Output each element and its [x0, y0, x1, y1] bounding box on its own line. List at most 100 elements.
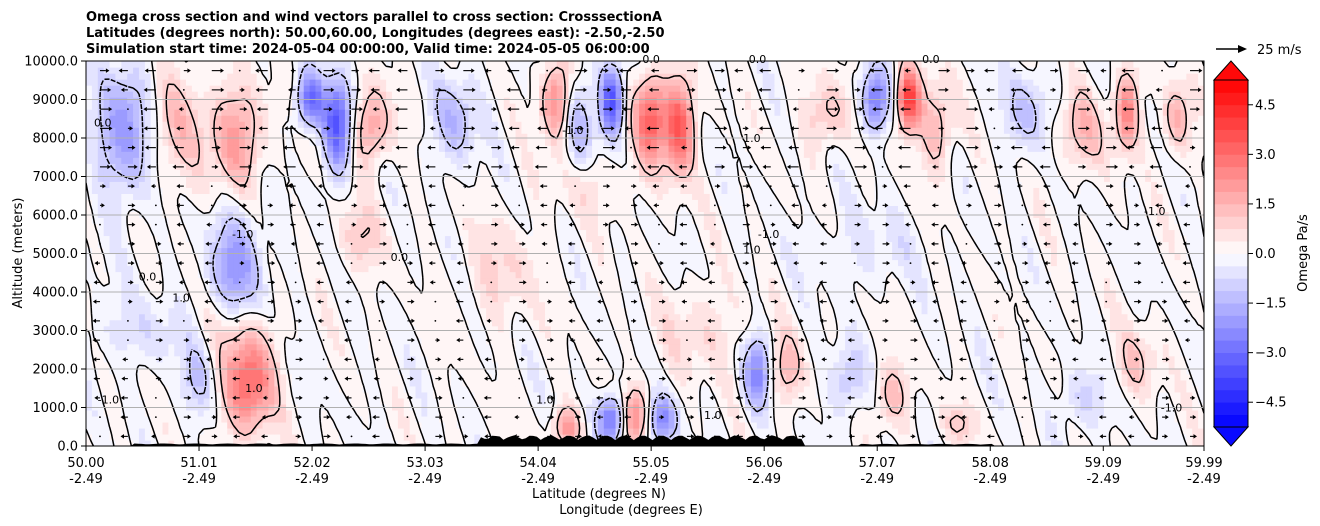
- field-cell: [709, 337, 717, 345]
- field-cell: [391, 427, 399, 435]
- field-cell: [933, 355, 940, 363]
- field-cell: [180, 373, 187, 381]
- field-cell: [1092, 367, 1099, 375]
- field-cell: [291, 409, 299, 417]
- field-cell: [1180, 421, 1187, 429]
- field-cell: [391, 319, 399, 327]
- field-cell: [586, 421, 593, 429]
- field-cell: [1198, 307, 1204, 315]
- field-cell: [197, 379, 205, 387]
- field-cell: [250, 367, 258, 375]
- field-cell: [397, 367, 405, 375]
- field-cell: [609, 355, 617, 363]
- field-cell: [1033, 289, 1040, 297]
- field-cell: [415, 385, 422, 393]
- field-cell: [280, 415, 287, 423]
- field-cell: [150, 355, 158, 363]
- field-cell: [839, 343, 846, 351]
- field-cell: [256, 409, 264, 417]
- field-cell: [968, 397, 976, 405]
- field-cell: [880, 361, 887, 369]
- field-cell: [750, 421, 758, 429]
- field-cell: [474, 421, 481, 429]
- field-cell: [750, 397, 758, 405]
- field-cell: [727, 379, 734, 387]
- field-cell: [1139, 289, 1146, 297]
- field-cell: [150, 319, 158, 327]
- field-cell: [215, 283, 222, 291]
- field-cell: [715, 373, 723, 381]
- field-cell: [1103, 385, 1111, 393]
- field-cell: [868, 325, 876, 333]
- field-cell: [1092, 343, 1099, 351]
- field-cell: [968, 409, 976, 417]
- field-cell: [391, 373, 399, 381]
- field-cell: [174, 343, 181, 351]
- field-cell: [939, 379, 946, 387]
- field-cell: [297, 349, 305, 357]
- field-cell: [1180, 337, 1187, 345]
- field-cell: [827, 313, 834, 321]
- field-cell: [109, 325, 117, 333]
- field-cell: [1156, 289, 1164, 297]
- field-cell: [327, 367, 334, 375]
- field-cell: [1080, 319, 1087, 327]
- field-cell: [333, 349, 340, 357]
- field-cell: [138, 301, 146, 309]
- field-cell: [898, 379, 905, 387]
- field-cell: [1092, 373, 1099, 381]
- field-cell: [150, 391, 158, 399]
- field-cell: [356, 289, 364, 297]
- field-cell: [792, 301, 799, 309]
- field-cell: [544, 325, 552, 333]
- field-cell: [1156, 349, 1164, 357]
- field-cell: [586, 289, 593, 297]
- field-cell: [350, 295, 358, 303]
- field-cell: [950, 427, 958, 435]
- field-cell: [450, 421, 458, 429]
- field-cell: [1003, 373, 1011, 381]
- field-cell: [727, 313, 734, 321]
- field-cell: [921, 307, 929, 315]
- field-cell: [492, 397, 499, 405]
- field-cell: [597, 307, 605, 315]
- field-cell: [574, 409, 581, 417]
- field-cell: [509, 307, 517, 315]
- field-cell: [109, 421, 117, 429]
- field-cell: [1139, 301, 1146, 309]
- field-cell: [939, 361, 946, 369]
- field-cell: [133, 439, 140, 446]
- field-cell: [1151, 319, 1158, 327]
- field-cell: [474, 307, 481, 315]
- field-cell: [592, 349, 599, 357]
- field-cell: [315, 397, 322, 405]
- field-cell: [768, 319, 776, 327]
- field-cell: [327, 355, 334, 363]
- field-cell: [427, 427, 434, 435]
- field-cell: [486, 421, 493, 429]
- field-cell: [615, 379, 623, 387]
- field-cell: [121, 439, 128, 446]
- field-cell: [539, 355, 546, 363]
- field-cell: [768, 415, 776, 423]
- field-cell: [497, 373, 505, 381]
- field-cell: [668, 355, 676, 363]
- field-cell: [980, 343, 987, 351]
- field-cell: [138, 421, 146, 429]
- field-cell: [1039, 439, 1046, 446]
- field-cell: [1074, 433, 1082, 441]
- field-cell: [1109, 373, 1117, 381]
- field-cell: [509, 409, 517, 417]
- field-cell: [850, 337, 858, 345]
- field-cell: [403, 355, 411, 363]
- field-cell: [515, 355, 523, 363]
- field-cell: [497, 289, 505, 297]
- field-cell: [950, 379, 958, 387]
- field-cell: [892, 355, 899, 363]
- field-cell: [168, 289, 175, 297]
- field-cell: [974, 421, 981, 429]
- field-cell: [656, 337, 664, 345]
- field-cell: [933, 385, 940, 393]
- field-cell: [144, 415, 152, 423]
- field-cell: [703, 397, 711, 405]
